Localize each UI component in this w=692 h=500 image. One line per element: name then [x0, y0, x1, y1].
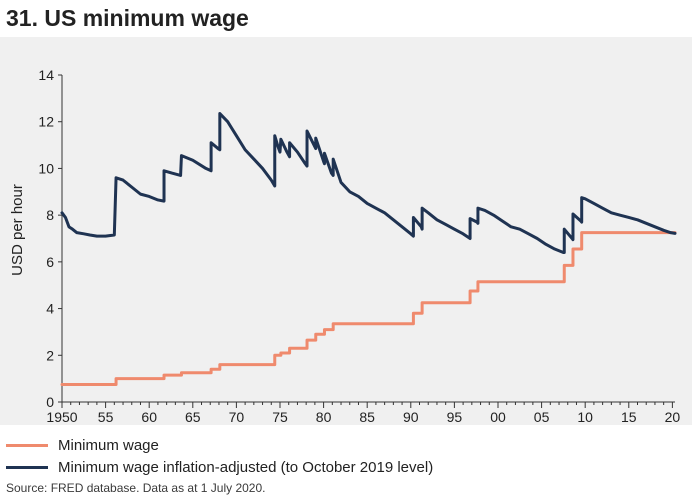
x-tick-label: 75 [272, 409, 288, 425]
x-tick-label: 95 [447, 409, 463, 425]
legend-swatch-minimum-wage [6, 443, 48, 447]
x-tick-label: 1950 [46, 409, 77, 425]
x-tick-label: 05 [534, 409, 550, 425]
legend-item-minimum-wage: Minimum wage [6, 434, 159, 456]
y-axis-title: USD per hour [9, 184, 26, 276]
x-tick-label: 70 [229, 409, 245, 425]
y-tick-label: 12 [38, 114, 54, 130]
series-layer [60, 112, 677, 386]
y-tick-label: 14 [38, 67, 54, 83]
legend-item-inflation-adjusted: Minimum wage inflation-adjusted (to Octo… [6, 456, 433, 478]
x-tick-label: 65 [185, 409, 201, 425]
y-tick-label: 8 [46, 207, 54, 223]
x-tick-label: 80 [316, 409, 332, 425]
source-note: Source: FRED database. Data as at 1 July… [6, 481, 266, 495]
y-tick-label: 10 [38, 160, 54, 176]
y-tick-label: 0 [46, 394, 54, 410]
y-tick-label: 2 [46, 347, 54, 363]
x-tick-label: 85 [359, 409, 375, 425]
x-tick-label: 15 [621, 409, 637, 425]
x-tick-label: 90 [403, 409, 419, 425]
legend-label-minimum-wage: Minimum wage [58, 436, 159, 454]
x-tick-label: 55 [98, 409, 114, 425]
legend-label-inflation-adjusted: Minimum wage inflation-adjusted (to Octo… [58, 458, 434, 476]
series-line-inflation-adjusted [60, 112, 677, 255]
y-tick-label: 4 [46, 301, 54, 317]
legend-swatch-inflation-adjusted [6, 465, 48, 469]
axes: 0 2 4 6 8 10 12 14 1950 55 60 65 70 75 80 85 90 95 00 05 10 1… [38, 67, 680, 425]
x-tick-label: 00 [490, 409, 506, 425]
x-tick-label: 20 [665, 409, 681, 425]
series-line-minimum-wage [60, 231, 677, 386]
y-tick-label: 6 [46, 254, 54, 270]
x-tick-label: 60 [141, 409, 157, 425]
x-tick-label: 10 [577, 409, 593, 425]
chart-title: 31. US minimum wage [0, 0, 692, 37]
